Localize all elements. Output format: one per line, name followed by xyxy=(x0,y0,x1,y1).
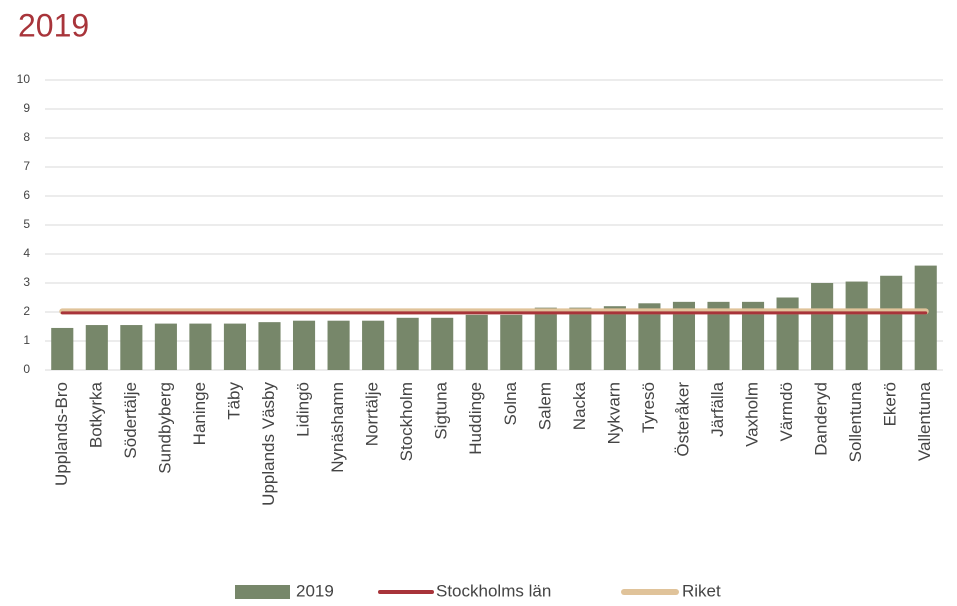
bar xyxy=(880,275,903,370)
x-tick-label: Sigtuna xyxy=(432,381,451,439)
x-tick-label: Tyresö xyxy=(639,382,658,433)
bar xyxy=(707,301,730,370)
bar xyxy=(569,307,592,370)
y-tick-label: 6 xyxy=(23,188,30,202)
x-tick-label: Järfälla xyxy=(708,381,727,436)
y-tick-label: 0 xyxy=(23,362,30,376)
bar xyxy=(431,317,454,370)
bar xyxy=(776,297,799,370)
x-tick-label: Nynäshamn xyxy=(328,382,347,473)
x-tick-label: Solna xyxy=(501,381,520,425)
bar xyxy=(672,301,696,370)
chart-title: 2019 xyxy=(18,7,89,43)
x-tick-label: Nacka xyxy=(570,381,589,430)
bar xyxy=(811,283,834,370)
y-tick-label: 10 xyxy=(17,72,31,86)
bar xyxy=(223,323,247,370)
bar xyxy=(500,314,523,370)
x-tick-label: Stockholm xyxy=(397,382,416,461)
legend-swatch xyxy=(235,585,290,599)
bar xyxy=(741,301,765,370)
x-tick-label: Ekerö xyxy=(881,382,900,426)
x-tick-label: Haninge xyxy=(190,382,209,445)
x-tick-label: Vallentuna xyxy=(915,381,934,461)
x-tick-label: Botkyrka xyxy=(86,381,105,448)
x-tick-label: Täby xyxy=(224,382,243,420)
bar xyxy=(189,323,212,370)
bar xyxy=(534,307,557,370)
y-tick-label: 3 xyxy=(23,275,30,289)
x-tick-label: Lidingö xyxy=(294,382,313,437)
legend-label: Stockholms län xyxy=(436,581,551,600)
bar xyxy=(914,265,937,370)
x-tick-label: Upplands Väsby xyxy=(259,382,278,506)
bar xyxy=(327,320,350,370)
x-tick-label: Sundbyberg xyxy=(155,382,174,474)
x-tick-label: Sollentuna xyxy=(846,381,865,462)
y-tick-label: 8 xyxy=(23,130,30,144)
y-tick-label: 5 xyxy=(23,217,30,231)
x-tick-label: Salem xyxy=(535,382,554,430)
y-tick-label: 1 xyxy=(23,333,30,347)
bar xyxy=(603,306,626,370)
x-tick-label: Danderyd xyxy=(812,382,831,456)
y-tick-label: 9 xyxy=(23,101,30,115)
bar xyxy=(154,323,177,370)
x-tick-label: Norrtälje xyxy=(363,382,382,446)
x-tick-label: Österåker xyxy=(673,382,692,457)
x-tick-label: Nykvarn xyxy=(604,382,623,444)
bar xyxy=(51,327,74,370)
bar xyxy=(396,317,419,370)
bar xyxy=(292,320,316,370)
x-tick-label: Huddinge xyxy=(466,382,485,455)
x-tick-label: Värmdö xyxy=(777,382,796,442)
legend-label: 2019 xyxy=(296,581,334,600)
bar xyxy=(258,322,281,370)
bar xyxy=(120,325,143,370)
x-tick-label: Södertälje xyxy=(121,382,140,459)
bar xyxy=(845,281,868,370)
y-tick-label: 7 xyxy=(23,159,30,173)
bar xyxy=(638,303,661,370)
legend-label: Riket xyxy=(682,581,721,600)
bar xyxy=(465,314,488,370)
x-tick-label: Upplands-Bro xyxy=(52,382,71,486)
x-tick-label: Vaxholm xyxy=(743,382,762,447)
bar xyxy=(362,320,385,370)
y-tick-label: 4 xyxy=(23,246,30,260)
bar xyxy=(85,325,108,370)
y-tick-label: 2 xyxy=(23,304,30,318)
